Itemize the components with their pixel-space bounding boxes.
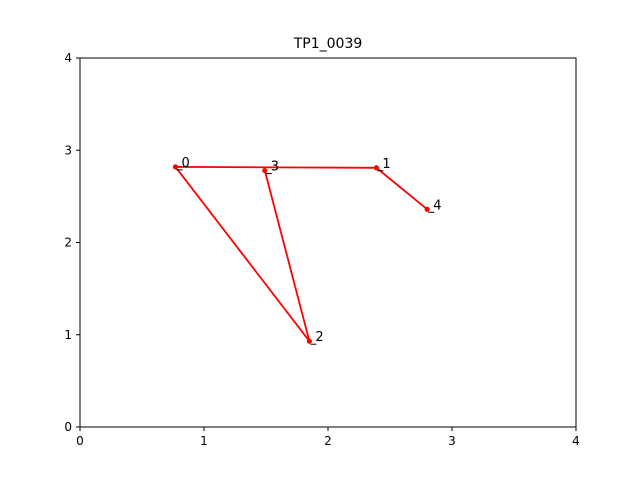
y-tick-label: 4 <box>64 51 72 65</box>
plot-frame <box>79 57 577 428</box>
point-label: 0 <box>181 156 189 171</box>
x-tick-label: 2 <box>324 434 332 448</box>
y-tick-label: 2 <box>64 236 72 250</box>
data-point <box>373 165 379 171</box>
y-tick-label: 0 <box>64 420 72 434</box>
x-tick-label: 0 <box>76 434 84 448</box>
x-tick-label: 4 <box>572 434 580 448</box>
point-label: 2 <box>315 330 323 345</box>
y-tick-label: 1 <box>64 328 72 342</box>
chart-title: TP1_0039 <box>293 36 363 52</box>
axes: 0 1 2 3 4 0 1 2 3 4 <box>64 51 579 448</box>
data-point <box>262 167 268 174</box>
point-label: 1 <box>382 157 390 172</box>
data-point <box>424 206 430 212</box>
point-label: 3 <box>271 160 279 175</box>
data-point <box>172 164 179 170</box>
y-tick-label: 3 <box>64 143 72 157</box>
x-tick-label: 3 <box>448 434 456 448</box>
data-point <box>306 338 312 344</box>
point-label: 4 <box>433 198 441 213</box>
x-tick-label: 1 <box>200 434 208 448</box>
series-group: 0 1 2 3 4 <box>172 156 441 345</box>
